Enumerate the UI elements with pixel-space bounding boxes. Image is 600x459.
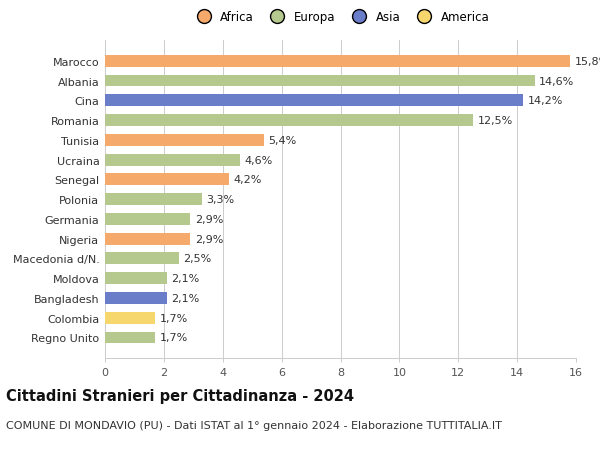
- Bar: [105, 292, 167, 304]
- Text: 14,6%: 14,6%: [539, 76, 574, 86]
- Text: 1,7%: 1,7%: [160, 333, 188, 343]
- Bar: [105, 213, 190, 225]
- Bar: [105, 115, 473, 127]
- Bar: [105, 174, 229, 186]
- Bar: [105, 253, 179, 265]
- Bar: [105, 312, 155, 324]
- Text: 2,1%: 2,1%: [171, 293, 199, 303]
- Text: 2,9%: 2,9%: [195, 234, 223, 244]
- Bar: [105, 154, 241, 166]
- Text: 4,2%: 4,2%: [233, 175, 262, 185]
- Text: 12,5%: 12,5%: [478, 116, 512, 126]
- Text: Cittadini Stranieri per Cittadinanza - 2024: Cittadini Stranieri per Cittadinanza - 2…: [6, 388, 354, 403]
- Text: 1,7%: 1,7%: [160, 313, 188, 323]
- Text: 15,8%: 15,8%: [575, 56, 600, 67]
- Bar: [105, 75, 535, 87]
- Text: 2,9%: 2,9%: [195, 214, 223, 224]
- Text: 14,2%: 14,2%: [527, 96, 563, 106]
- Text: 5,4%: 5,4%: [268, 135, 296, 146]
- Bar: [105, 56, 570, 67]
- Bar: [105, 233, 190, 245]
- Bar: [105, 134, 264, 146]
- Bar: [105, 95, 523, 107]
- Text: COMUNE DI MONDAVIO (PU) - Dati ISTAT al 1° gennaio 2024 - Elaborazione TUTTITALI: COMUNE DI MONDAVIO (PU) - Dati ISTAT al …: [6, 420, 502, 430]
- Legend: Africa, Europa, Asia, America: Africa, Europa, Asia, America: [192, 11, 489, 24]
- Text: 2,5%: 2,5%: [183, 254, 211, 264]
- Text: 3,3%: 3,3%: [206, 195, 235, 205]
- Bar: [105, 332, 155, 344]
- Bar: [105, 194, 202, 206]
- Text: 4,6%: 4,6%: [245, 155, 273, 165]
- Text: 2,1%: 2,1%: [171, 274, 199, 284]
- Bar: [105, 273, 167, 285]
